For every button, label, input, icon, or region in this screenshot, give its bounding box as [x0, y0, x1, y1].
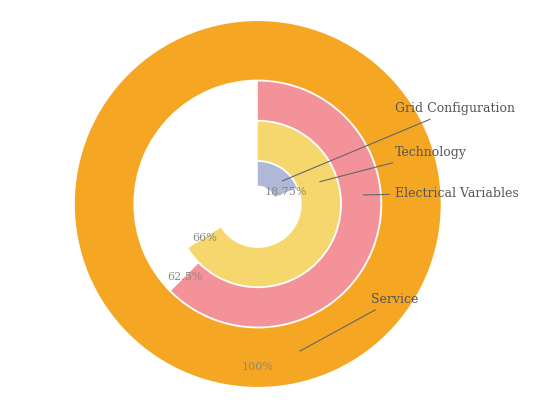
Text: 100%: 100% [242, 362, 274, 372]
Wedge shape [258, 162, 296, 197]
Text: 62.5%: 62.5% [167, 272, 202, 282]
Text: Grid Configuration: Grid Configuration [282, 102, 515, 181]
Text: Technology: Technology [320, 146, 467, 182]
Text: 18.75%: 18.75% [265, 187, 307, 197]
Wedge shape [188, 122, 340, 286]
Text: 66%: 66% [192, 233, 217, 243]
Text: Service: Service [300, 293, 419, 351]
Wedge shape [75, 21, 441, 387]
Text: Electrical Variables: Electrical Variables [364, 186, 519, 200]
Wedge shape [171, 82, 381, 326]
